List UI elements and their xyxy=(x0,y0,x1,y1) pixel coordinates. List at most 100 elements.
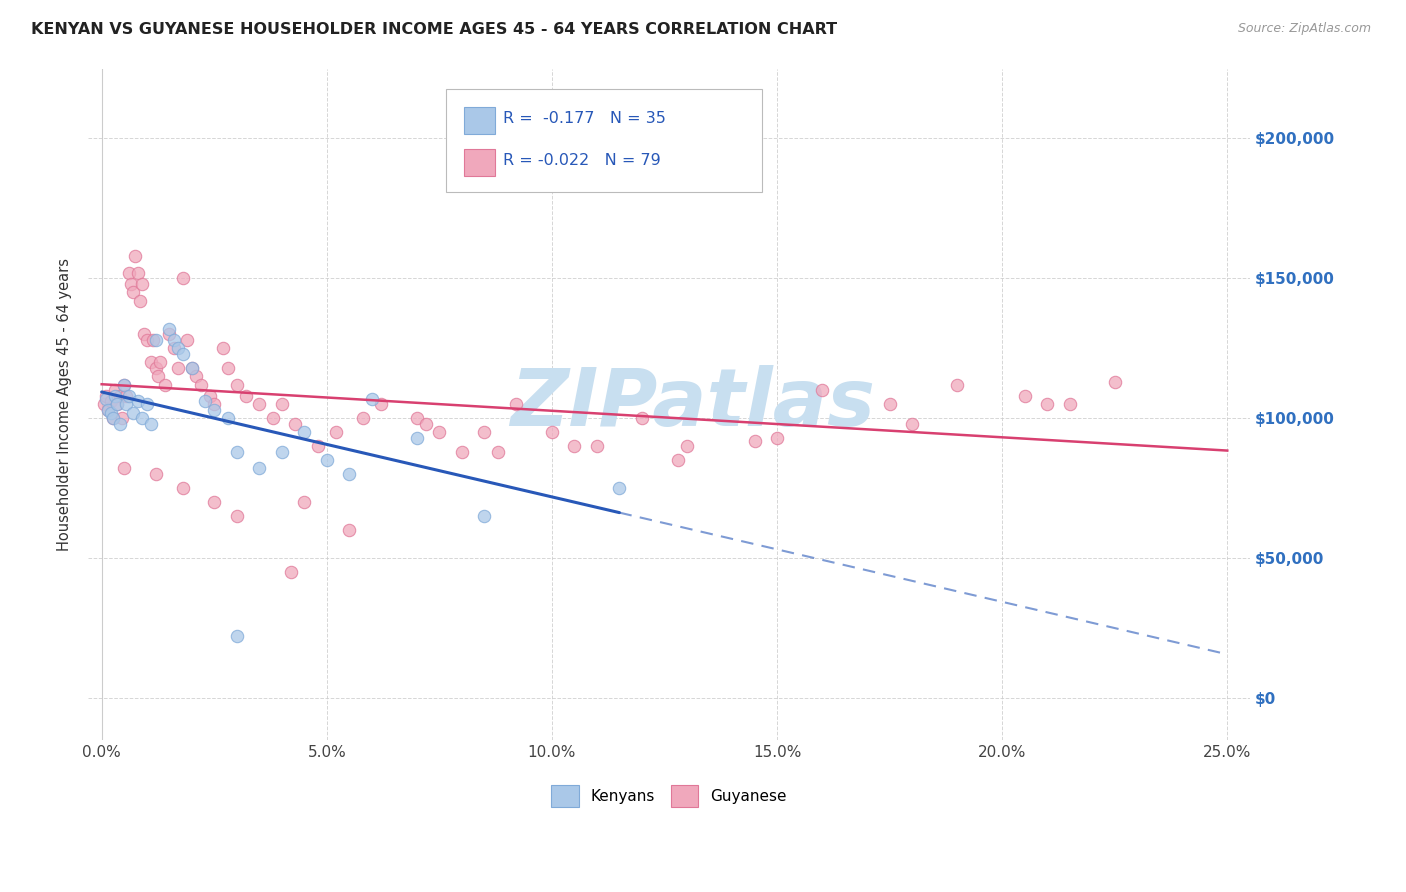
Point xyxy=(135,397,157,411)
Point xyxy=(225,444,247,458)
Text: KENYAN VS GUYANESE HOUSEHOLDER INCOME AGES 45 - 64 YEARS CORRELATION CHART: KENYAN VS GUYANESE HOUSEHOLDER INCOME AG… xyxy=(31,22,837,37)
Point xyxy=(292,425,315,439)
Point xyxy=(167,341,190,355)
Text: Source: ZipAtlas.com: Source: ZipAtlas.com xyxy=(1237,22,1371,36)
Point xyxy=(135,333,157,347)
Point xyxy=(217,360,239,375)
Point xyxy=(101,411,124,425)
Point xyxy=(405,431,427,445)
Point xyxy=(108,389,131,403)
Point xyxy=(176,333,198,347)
Point xyxy=(247,461,270,475)
Point xyxy=(564,439,586,453)
Point xyxy=(96,392,118,406)
Point xyxy=(97,402,120,417)
Point xyxy=(149,355,172,369)
Point xyxy=(325,425,347,439)
Text: R =  -0.177   N = 35: R = -0.177 N = 35 xyxy=(503,112,666,126)
Point xyxy=(115,389,138,403)
Point xyxy=(262,411,284,425)
Point xyxy=(212,341,235,355)
Point xyxy=(472,509,495,524)
Point xyxy=(157,321,180,335)
Point xyxy=(107,397,129,411)
Text: R = -0.022   N = 79: R = -0.022 N = 79 xyxy=(503,153,661,168)
Point xyxy=(96,389,118,403)
Point xyxy=(120,277,142,291)
Point xyxy=(93,397,115,411)
Point xyxy=(352,411,374,425)
Point xyxy=(145,467,167,481)
Point xyxy=(145,360,167,375)
Point xyxy=(337,467,360,481)
Point xyxy=(292,495,315,509)
Point xyxy=(141,417,163,431)
Point xyxy=(118,266,141,280)
Point xyxy=(157,327,180,342)
Point xyxy=(129,293,152,308)
Point xyxy=(766,431,789,445)
Point xyxy=(284,417,307,431)
Point xyxy=(270,397,292,411)
Point xyxy=(194,394,217,409)
Point xyxy=(145,333,167,347)
Point xyxy=(405,411,427,425)
Point xyxy=(190,377,212,392)
Point xyxy=(217,411,239,425)
Point xyxy=(505,397,527,411)
Point xyxy=(100,394,122,409)
Point xyxy=(122,405,145,419)
Point xyxy=(1036,397,1059,411)
Point xyxy=(744,434,766,448)
Point xyxy=(153,377,176,392)
Point xyxy=(172,481,194,495)
Point xyxy=(111,411,134,425)
Point xyxy=(307,439,329,453)
Point xyxy=(134,327,156,342)
Point xyxy=(247,397,270,411)
Point xyxy=(141,355,163,369)
Point xyxy=(172,271,194,285)
Point xyxy=(172,347,194,361)
Point xyxy=(609,481,631,495)
Point xyxy=(1059,397,1081,411)
Point xyxy=(280,565,302,579)
Point xyxy=(225,377,247,392)
Point xyxy=(163,333,186,347)
Point xyxy=(370,397,392,411)
Point xyxy=(107,397,129,411)
Point xyxy=(198,389,221,403)
Point xyxy=(631,411,654,425)
Point xyxy=(127,394,149,409)
Point xyxy=(202,402,225,417)
Point xyxy=(235,389,257,403)
Point xyxy=(586,439,609,453)
Point xyxy=(676,439,699,453)
Point xyxy=(112,377,135,392)
Point xyxy=(104,389,127,403)
Point xyxy=(270,444,292,458)
Point xyxy=(315,453,337,467)
Point xyxy=(97,402,120,417)
Point xyxy=(1014,389,1036,403)
Point xyxy=(666,453,689,467)
Point xyxy=(186,369,208,384)
Point xyxy=(146,369,169,384)
Point xyxy=(180,360,202,375)
Point xyxy=(901,417,924,431)
Point xyxy=(142,333,165,347)
Y-axis label: Householder Income Ages 45 - 64 years: Householder Income Ages 45 - 64 years xyxy=(58,258,72,550)
Point xyxy=(127,266,149,280)
Point xyxy=(360,392,382,406)
Point xyxy=(486,444,509,458)
Text: ZIPatlas: ZIPatlas xyxy=(510,365,875,443)
Point xyxy=(131,411,153,425)
Point xyxy=(427,425,450,439)
Point xyxy=(202,397,225,411)
Point xyxy=(122,285,145,300)
Point xyxy=(100,405,122,419)
Point xyxy=(167,360,190,375)
Point xyxy=(180,360,202,375)
Point xyxy=(131,277,153,291)
Legend: Kenyans, Guyanese: Kenyans, Guyanese xyxy=(546,779,793,813)
